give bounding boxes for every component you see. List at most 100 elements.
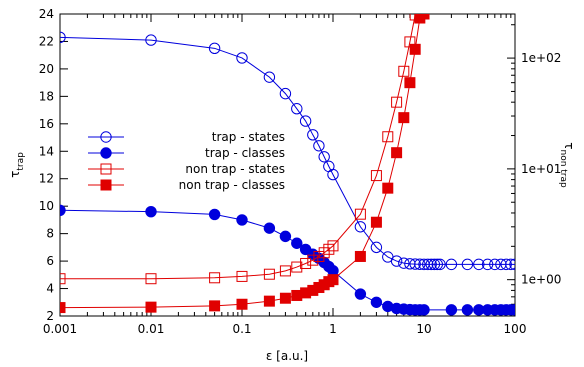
y-left-axis-label-sub: trap [16,152,26,171]
data-point [409,43,421,55]
data-point [236,270,248,282]
y-left-axis-label: τtrap [8,152,26,178]
data-point [60,302,66,314]
data-point [418,14,430,20]
data-point [404,77,416,89]
data-point [500,258,512,271]
data-point [461,304,474,316]
data-point [431,258,443,271]
y-left-tick-label: 2 [46,309,54,323]
data-point [354,250,366,262]
data-point [291,261,303,273]
data-point [509,304,515,316]
data-point [209,300,221,312]
y-left-tick-label: 8 [46,227,54,241]
data-point [370,241,383,254]
data-point [370,216,382,228]
data-point [208,208,221,221]
data-point [390,255,403,267]
y-left-tick-label: 16 [39,117,54,131]
data-point [236,298,248,310]
data-point [208,42,221,55]
data-point [434,258,446,271]
data-point [145,34,157,46]
data-point [445,304,458,316]
y-right-axis-label: τnon trap [558,142,576,188]
legend-marker [100,131,112,143]
y-left-tick-label: 4 [46,282,54,296]
data-point [299,115,312,127]
data-point [300,257,312,269]
series-4 [60,14,430,314]
x-axis-label: ε [a.u.] [266,349,308,363]
data-point [263,268,275,280]
data-point [398,112,410,124]
data-point [391,96,403,108]
data-point [409,258,421,270]
data-point [263,295,275,307]
data-point [422,258,434,271]
data-point [279,265,291,277]
legend-marker [100,179,112,191]
data-point [263,71,276,83]
data-point [60,273,66,285]
data-point [279,230,292,243]
data-point [354,288,367,300]
series-layer [60,14,515,316]
data-point [425,258,437,271]
y-right-tick-label: 1e+01 [521,162,561,176]
series-line [60,36,515,265]
data-point [391,147,403,159]
legend-label: trap - classes [205,146,285,160]
data-point [279,87,292,100]
data-point [445,258,458,271]
y-left-tick-label: 22 [39,34,54,48]
y-left-tick-label: 12 [39,172,54,186]
data-point [327,168,339,181]
x-tick-label: 1 [329,322,337,336]
legend-marker [100,147,112,159]
data-point [418,304,430,316]
data-point [145,273,157,285]
series-3 [60,14,426,285]
x-tick-label: 0.01 [138,322,165,336]
data-point [307,129,319,141]
data-point [279,292,291,304]
legend-marker [100,163,112,175]
data-point [263,222,276,234]
data-point [354,221,367,233]
y-right-axis-label-main: τ [562,142,576,149]
data-point [370,170,382,182]
data-point [461,258,474,271]
data-point [313,140,325,152]
series-1 [60,31,515,271]
legend: trap - states trap - classes non trap - st… [88,130,285,192]
legend-label: non trap - states [185,162,285,176]
y-right-tick-label: 1e+02 [521,51,561,65]
y-left-tick-label: 14 [39,144,54,158]
data-point [428,258,441,271]
x-tick-label: 0.1 [232,322,251,336]
y-left-tick-label: 20 [39,62,54,76]
data-point [236,52,248,64]
plot-frame [59,13,516,317]
data-point [398,65,410,77]
y-right-tick-label: 1e+00 [521,273,561,287]
data-point [291,237,303,249]
data-point [323,243,335,255]
y-left-axis-label-main: τ [8,171,22,178]
data-point [209,272,221,284]
data-point [414,258,426,270]
data-point [398,257,410,269]
data-point [481,258,494,271]
legend-label: non trap - classes [179,178,285,192]
data-point [318,151,330,163]
data-point [327,274,339,286]
y-left-tick-label: 10 [39,199,54,213]
x-tick-label: 0.001 [43,322,77,336]
data-point [509,258,515,271]
data-point [236,214,248,226]
y-left-tick-label: 24 [39,7,54,21]
data-point [145,301,157,313]
legend-label: trap - states [212,130,285,144]
